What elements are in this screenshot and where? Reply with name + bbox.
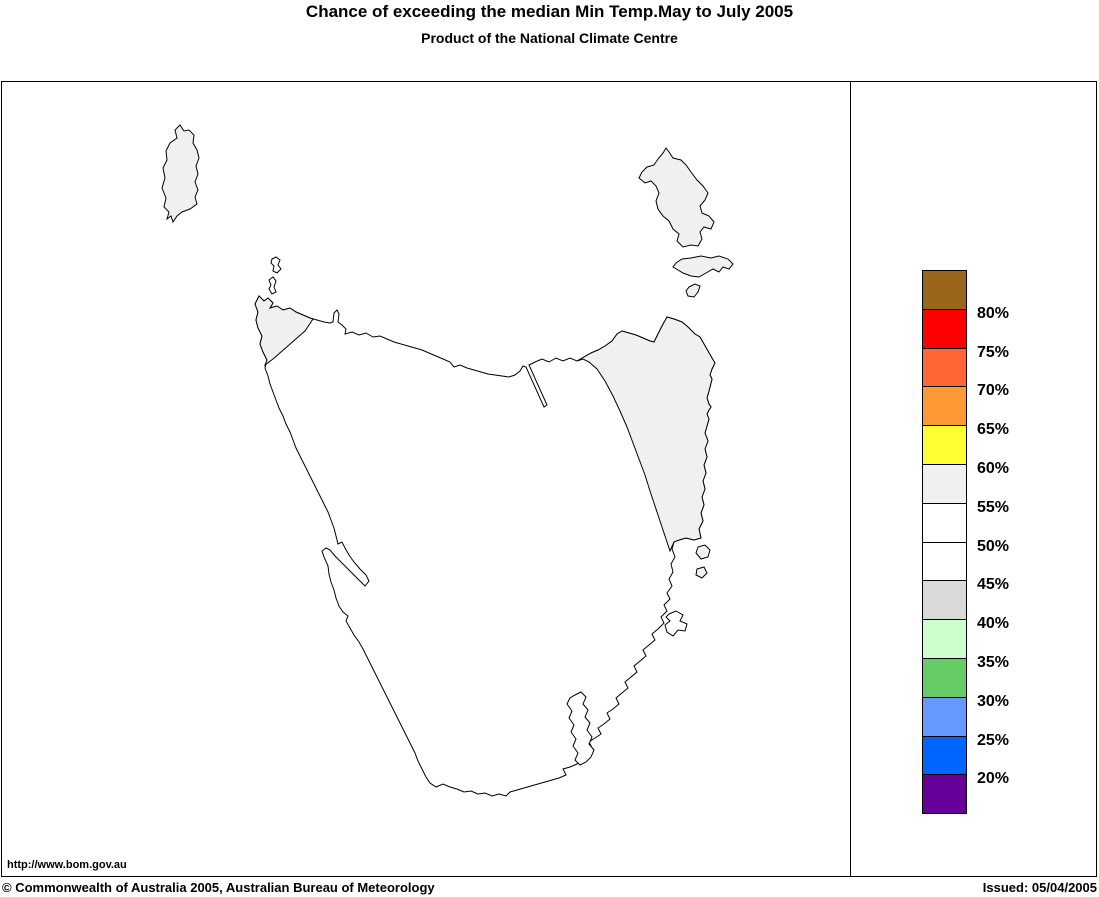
legend-label-55: 55% xyxy=(977,498,1010,516)
page-subtitle: Product of the National Climate Centre xyxy=(421,30,678,46)
hunter-island xyxy=(268,276,277,295)
legend-panel: 80% 75% 70% 65% 60% 55% 50% 45% 40% 35% 30% 25% 20% xyxy=(851,82,1096,876)
cape-barren-island xyxy=(672,255,734,278)
legend-label-60: 60% xyxy=(977,460,1010,477)
king-island xyxy=(161,124,200,224)
legend-label-40: 40% xyxy=(977,615,1010,633)
legend-color-swatch-0 xyxy=(922,270,967,310)
northwest-shaded-area xyxy=(254,295,314,367)
legend-label-80: 80% xyxy=(977,304,1010,322)
legend-color-swatch-8 xyxy=(922,580,967,621)
legend-label-75: 75% xyxy=(977,343,1010,361)
clarke-island xyxy=(685,283,701,298)
flinders-island xyxy=(638,147,715,248)
legend-color-swatch-10 xyxy=(922,658,967,698)
legend-color-swatch-1 xyxy=(922,308,967,349)
legend-label-45: 45% xyxy=(977,576,1010,594)
map-panel: http://www.bom.gov.au xyxy=(2,82,851,876)
legend-color-swatch-7 xyxy=(922,541,967,582)
legend-label-30: 30% xyxy=(977,692,1010,710)
legend-label-65: 65% xyxy=(977,421,1010,439)
legend-color-swatch-6 xyxy=(922,502,967,543)
east-coast-shaded-patch-1 xyxy=(695,544,711,560)
legend-color-swatch-4 xyxy=(922,425,967,465)
legend-color-swatch-3 xyxy=(922,386,967,427)
legend-color-swatch-5 xyxy=(922,464,967,504)
page-title: Chance of exceeding the median Min Temp.… xyxy=(305,2,794,21)
bom-url-label: http://www.bom.gov.au xyxy=(7,859,127,871)
legend-label-50: 50% xyxy=(977,537,1010,555)
map-frame: http://www.bom.gov.au 80% 75% 70% 65% 60% 55%… xyxy=(1,81,1097,877)
issued-date: Issued: 05/04/2005 xyxy=(982,880,1097,895)
legend-label-70: 70% xyxy=(977,382,1010,400)
northeast-shaded-area xyxy=(576,316,716,553)
legend-label-35: 35% xyxy=(977,654,1010,671)
legend-color-swatch-9 xyxy=(922,619,967,659)
three-hummock-island xyxy=(270,256,282,274)
legend-color-swatch-12 xyxy=(922,735,967,776)
copyright-notice: © Commonwealth of Australia 2005, Austra… xyxy=(2,880,435,895)
legend-color-swatch-13 xyxy=(922,774,967,815)
tasmania-map xyxy=(161,124,734,797)
maria-island xyxy=(664,610,688,637)
legend-color-swatch-2 xyxy=(922,347,967,388)
legend-label-20: 20% xyxy=(977,770,1010,788)
tasmania-mainland xyxy=(254,295,716,797)
east-coast-shaded-patch-2 xyxy=(695,566,708,579)
legend-label-25: 25% xyxy=(977,731,1010,749)
legend-color-swatch-11 xyxy=(922,696,967,737)
bruny-island xyxy=(566,691,595,766)
